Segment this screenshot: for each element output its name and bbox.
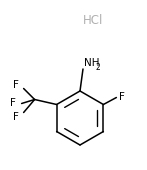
Text: 2: 2: [96, 63, 101, 72]
Text: NH: NH: [84, 58, 100, 68]
Text: F: F: [13, 112, 19, 122]
Text: F: F: [10, 98, 16, 108]
Text: F: F: [119, 91, 125, 101]
Text: HCl: HCl: [83, 13, 103, 27]
Text: F: F: [13, 80, 19, 89]
